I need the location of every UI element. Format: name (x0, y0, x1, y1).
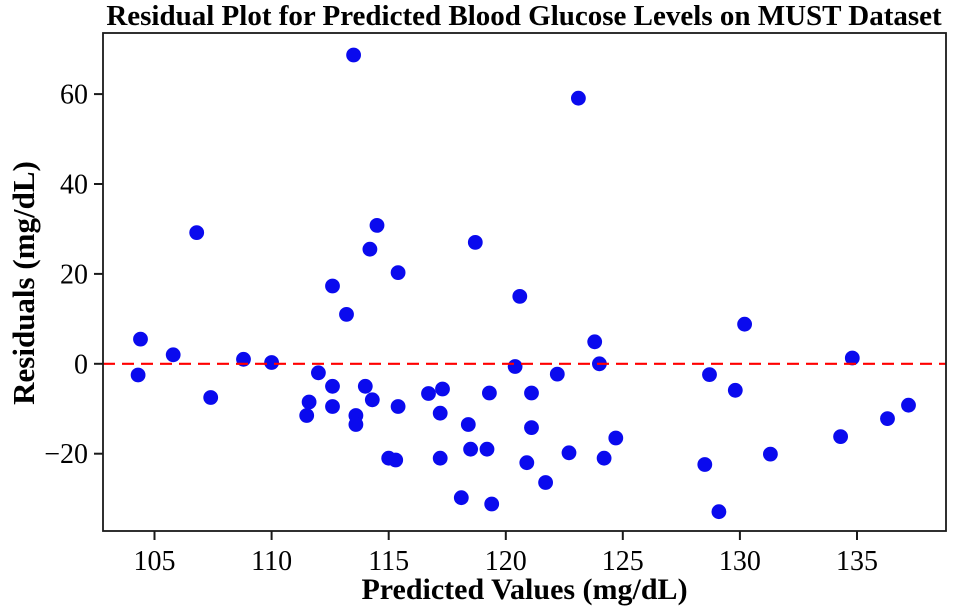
data-point (571, 90, 586, 106)
data-point (901, 397, 916, 413)
data-point (880, 411, 895, 426)
x-tick-label: 125 (602, 546, 644, 577)
data-point (133, 331, 148, 347)
data-point (364, 392, 380, 408)
data-point (421, 386, 436, 401)
data-point (369, 218, 385, 233)
data-point (301, 394, 317, 410)
data-point (388, 452, 404, 468)
data-point (596, 450, 612, 466)
data-point (482, 385, 497, 401)
x-tick-label: 115 (368, 546, 409, 577)
x-tick-label: 130 (719, 546, 761, 577)
data-point (711, 504, 727, 520)
data-point (339, 307, 354, 322)
data-point (507, 359, 523, 374)
data-point (463, 441, 478, 457)
data-point (561, 445, 577, 461)
data-point (697, 457, 713, 472)
y-tick-label: 0 (74, 349, 88, 380)
data-point (538, 475, 553, 490)
x-tick-label: 105 (134, 546, 176, 577)
data-point (325, 378, 340, 394)
y-tick-label: 20 (60, 259, 88, 290)
data-point (763, 446, 778, 462)
data-point (390, 265, 406, 280)
x-tick-label: 110 (251, 546, 292, 577)
data-point (484, 496, 500, 512)
plot-border (102, 32, 947, 532)
data-point (435, 381, 450, 397)
data-point (608, 430, 624, 446)
data-point (844, 350, 860, 366)
data-point (203, 390, 219, 405)
data-point (165, 347, 181, 363)
data-point (390, 399, 406, 414)
data-point (432, 450, 448, 466)
data-point (467, 235, 483, 250)
x-tick-label: 135 (836, 546, 878, 577)
data-point (460, 417, 476, 432)
data-point (357, 378, 373, 394)
data-point (362, 241, 378, 257)
x-tick-label: 120 (485, 546, 527, 577)
data-point (325, 278, 340, 294)
data-point (130, 367, 146, 383)
data-point (325, 399, 340, 414)
x-axis-label: Predicted Values (mg/dL) (361, 573, 688, 606)
data-point (299, 408, 315, 423)
data-point (189, 225, 205, 241)
data-point (479, 441, 495, 457)
y-tick-label: 40 (60, 170, 88, 201)
plot-title: Residual Plot for Predicted Blood Glucos… (106, 0, 942, 32)
data-point (702, 367, 717, 382)
data-point (346, 47, 361, 63)
data-point (432, 405, 448, 421)
data-point (833, 429, 848, 444)
data-point (348, 417, 364, 432)
data-point (737, 316, 752, 332)
data-point (519, 455, 535, 471)
data-point (587, 334, 603, 350)
data-point (524, 420, 539, 435)
data-point (524, 385, 539, 401)
data-point (264, 355, 279, 370)
y-tick-label: 60 (60, 80, 88, 111)
data-point (311, 365, 326, 381)
data-point (727, 382, 743, 398)
data-point (453, 490, 469, 506)
data-point (512, 289, 528, 304)
data-point (549, 366, 565, 382)
y-tick-label: −20 (44, 439, 88, 470)
